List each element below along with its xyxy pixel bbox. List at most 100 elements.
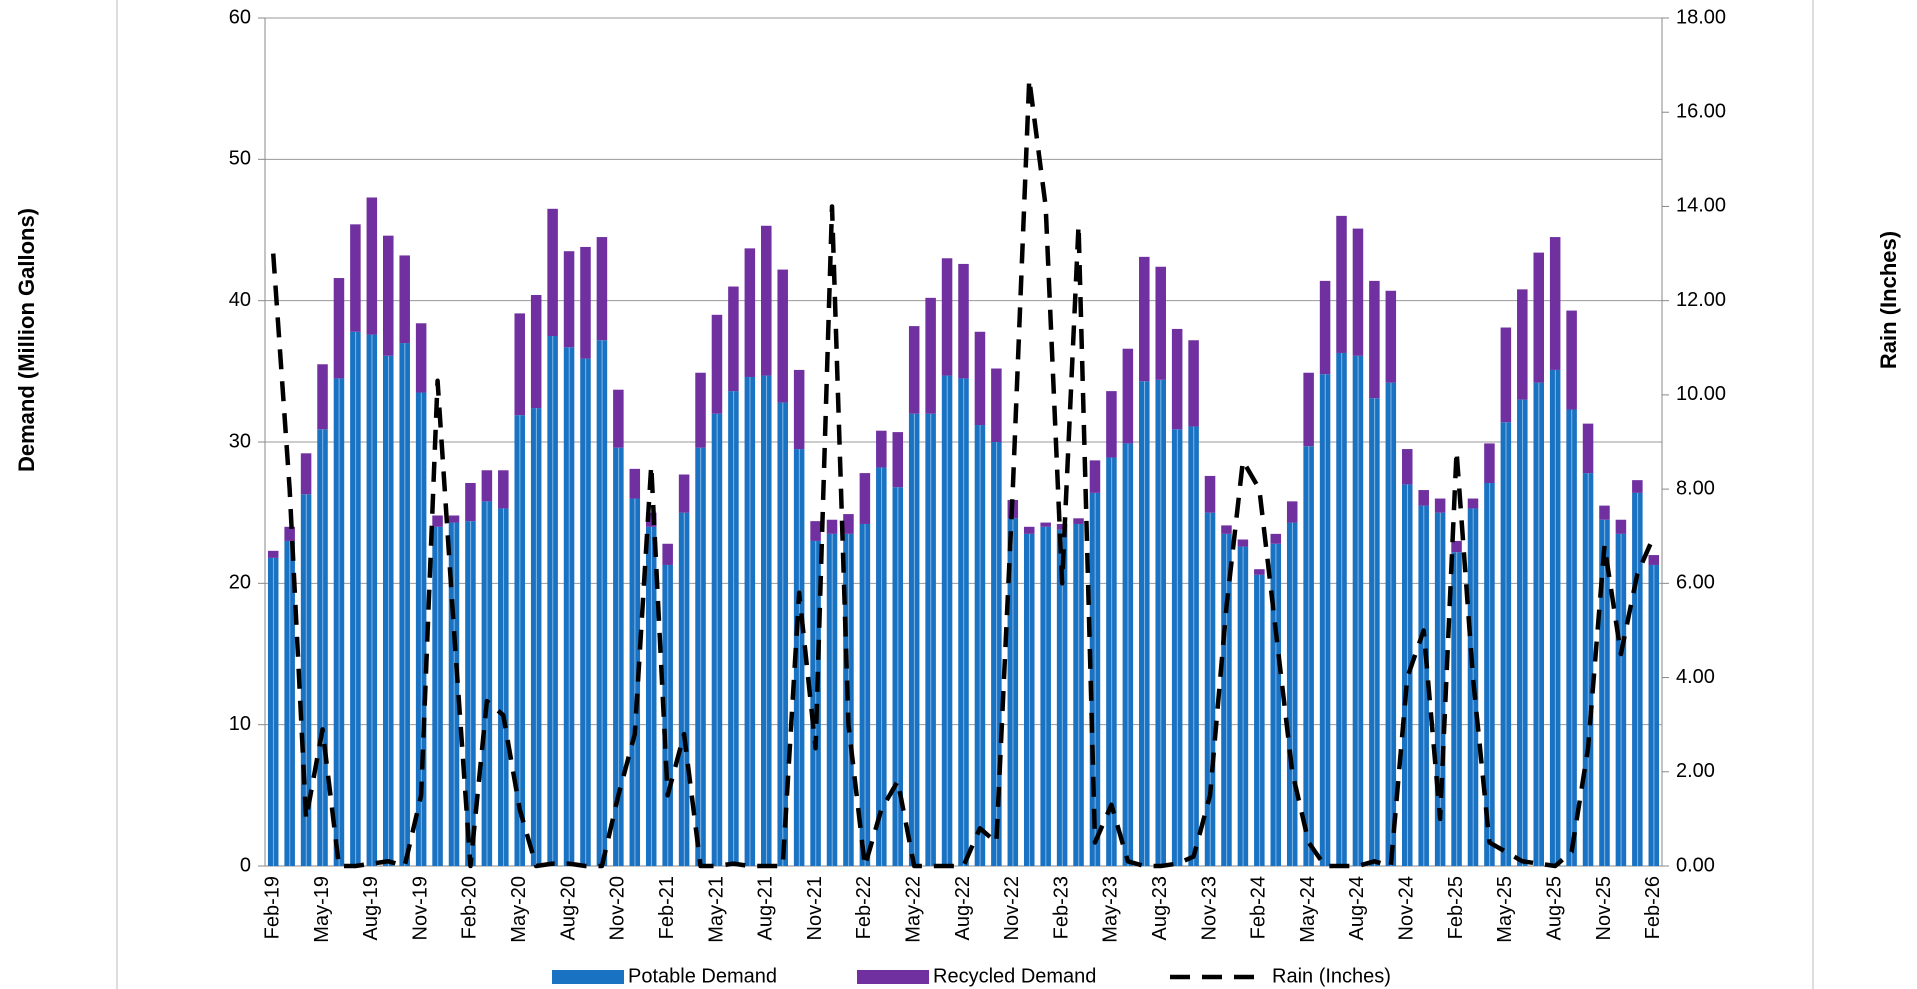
bar [498, 470, 509, 509]
bar [1023, 533, 1035, 866]
bar [974, 331, 986, 426]
bar [744, 376, 756, 866]
y2-tick-label: 2.00 [1676, 760, 1715, 782]
bar [892, 487, 904, 866]
bar [991, 368, 1002, 442]
bar [465, 482, 476, 522]
y2-tick-label: 6.00 [1676, 572, 1715, 594]
bar [941, 375, 953, 866]
bar [1023, 526, 1035, 534]
y2-tick-label: 4.00 [1676, 666, 1715, 688]
x-tick-label: Feb-24 [1248, 876, 1270, 939]
bar [711, 413, 723, 866]
bar [1418, 490, 1429, 506]
bar [1484, 443, 1495, 483]
bar [876, 467, 887, 866]
bar [843, 514, 854, 534]
bar [580, 358, 591, 866]
bar [1155, 379, 1166, 866]
bar [1040, 526, 1051, 866]
x-tick-label: Nov-23 [1198, 876, 1220, 940]
bar [793, 369, 805, 450]
bar [498, 508, 509, 866]
x-tick-label: Nov-24 [1396, 876, 1418, 940]
bar [1517, 399, 1528, 866]
y2-tick-label: 14.00 [1676, 195, 1726, 217]
x-tick-label: Feb-19 [261, 876, 283, 939]
bar [481, 501, 493, 866]
legend-label: Recycled Demand [933, 965, 1096, 987]
bar [1385, 382, 1397, 866]
x-tick-label: Feb-21 [656, 876, 678, 939]
bar [645, 526, 657, 866]
bar [908, 413, 920, 866]
bar [974, 425, 986, 866]
x-tick-label: Aug-24 [1346, 876, 1368, 941]
x-tick-label: Aug-22 [952, 876, 974, 941]
bar [514, 313, 526, 416]
bar [1171, 328, 1183, 430]
x-tick-label: May-23 [1100, 876, 1122, 943]
bar [1139, 381, 1150, 866]
bar [1204, 475, 1216, 513]
bar [415, 323, 427, 393]
legend-swatch [857, 970, 929, 984]
bar [810, 540, 821, 866]
bar [613, 389, 624, 448]
bar [1566, 310, 1577, 410]
bar [1040, 522, 1051, 527]
bar [777, 402, 788, 866]
bar [481, 470, 493, 502]
bar [432, 515, 443, 527]
bar [645, 512, 657, 527]
bar [662, 543, 673, 565]
y-tick-label: 40 [229, 289, 251, 311]
x-tick-label: Feb-22 [853, 876, 875, 939]
bar [1188, 426, 1199, 866]
bar [1549, 369, 1561, 866]
x-tick-label: Aug-25 [1543, 876, 1565, 941]
bar [826, 519, 838, 534]
bar [366, 334, 378, 866]
bar [1106, 457, 1117, 866]
bar [1369, 280, 1380, 399]
bar [925, 413, 936, 866]
x-tick-label: May-21 [705, 876, 727, 943]
x-tick-label: Feb-25 [1445, 876, 1467, 939]
y-axis-title: Demand (Million Gallons) [14, 208, 39, 472]
bar [530, 408, 542, 866]
y2-axis-title: Rain (Inches) [1876, 231, 1901, 369]
bar [1434, 512, 1446, 866]
bar [547, 336, 558, 866]
y2-tick-label: 0.00 [1676, 854, 1715, 876]
bar [991, 442, 1002, 866]
bar [267, 550, 279, 558]
bar [1549, 237, 1561, 370]
bar [728, 391, 739, 866]
bar [908, 326, 920, 414]
bar [695, 372, 706, 448]
x-tick-label: May-22 [902, 876, 924, 943]
bar [1599, 505, 1610, 520]
bar [563, 347, 575, 867]
x-tick-label: Nov-20 [607, 876, 629, 940]
x-tick-label: Aug-20 [557, 876, 579, 941]
bar [1221, 533, 1232, 866]
bar [1484, 482, 1495, 866]
bar [761, 225, 772, 376]
x-tick-label: Feb-26 [1642, 876, 1664, 939]
bar [1073, 518, 1084, 524]
bar [1319, 374, 1331, 866]
bar [399, 255, 410, 344]
bar [1533, 382, 1544, 866]
x-tick-label: Feb-20 [459, 876, 481, 939]
bar [711, 314, 723, 414]
bar [1139, 256, 1150, 382]
bar [547, 208, 558, 336]
bar [1089, 492, 1101, 866]
bar [530, 295, 542, 409]
bar [317, 429, 328, 866]
y2-tick-label: 18.00 [1676, 6, 1726, 28]
bar [1286, 501, 1298, 523]
bar [1401, 484, 1413, 866]
